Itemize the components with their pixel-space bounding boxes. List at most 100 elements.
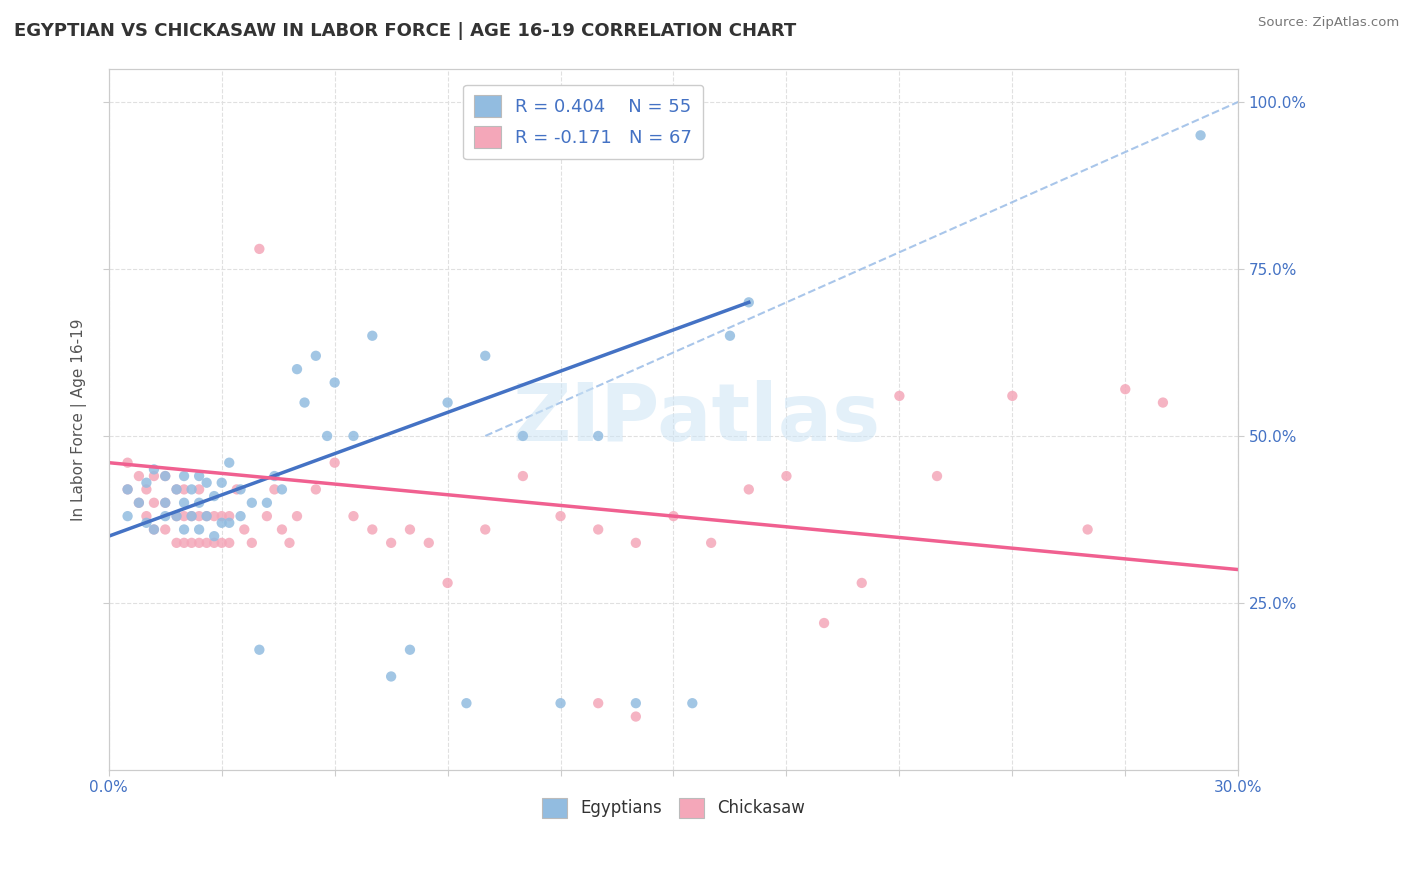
Point	[456, 696, 478, 710]
Point	[681, 696, 703, 710]
Point	[323, 456, 346, 470]
Point	[662, 509, 685, 524]
Point	[188, 496, 211, 510]
Point	[195, 509, 218, 524]
Text: EGYPTIAN VS CHICKASAW IN LABOR FORCE | AGE 16-19 CORRELATION CHART: EGYPTIAN VS CHICKASAW IN LABOR FORCE | A…	[14, 22, 796, 40]
Point	[718, 328, 741, 343]
Point	[173, 469, 195, 483]
Point	[166, 536, 188, 550]
Point	[271, 523, 294, 537]
Point	[218, 509, 240, 524]
Point	[180, 509, 202, 524]
Point	[1001, 389, 1024, 403]
Point	[418, 536, 440, 550]
Point	[188, 523, 211, 537]
Point	[247, 242, 270, 256]
Point	[323, 376, 346, 390]
Point	[180, 536, 202, 550]
Point	[202, 529, 225, 543]
Point	[624, 536, 647, 550]
Point	[202, 509, 225, 524]
Point	[285, 509, 308, 524]
Point	[586, 696, 609, 710]
Point	[155, 496, 177, 510]
Point	[233, 523, 256, 537]
Point	[436, 395, 458, 409]
Point	[586, 523, 609, 537]
Point	[211, 475, 233, 490]
Point	[135, 509, 157, 524]
Point	[256, 496, 278, 510]
Point	[195, 475, 218, 490]
Point	[155, 496, 177, 510]
Point	[117, 509, 139, 524]
Point	[117, 456, 139, 470]
Point	[173, 509, 195, 524]
Point	[285, 362, 308, 376]
Point	[342, 509, 364, 524]
Point	[188, 483, 211, 497]
Point	[180, 509, 202, 524]
Point	[166, 509, 188, 524]
Point	[342, 429, 364, 443]
Point	[218, 456, 240, 470]
Point	[117, 483, 139, 497]
Point	[700, 536, 723, 550]
Point	[361, 523, 384, 537]
Point	[180, 483, 202, 497]
Point	[128, 469, 150, 483]
Point	[550, 696, 572, 710]
Point	[229, 509, 252, 524]
Point	[225, 483, 247, 497]
Point	[188, 536, 211, 550]
Point	[135, 516, 157, 530]
Point	[142, 523, 165, 537]
Point	[436, 576, 458, 591]
Point	[925, 469, 948, 483]
Point	[166, 483, 188, 497]
Point	[738, 295, 761, 310]
Point	[211, 536, 233, 550]
Point	[218, 516, 240, 530]
Point	[173, 496, 195, 510]
Point	[135, 475, 157, 490]
Point	[512, 429, 534, 443]
Point	[128, 496, 150, 510]
Point	[813, 615, 835, 630]
Point	[240, 496, 263, 510]
Point	[155, 523, 177, 537]
Point	[294, 395, 316, 409]
Point	[380, 536, 402, 550]
Point	[624, 696, 647, 710]
Point	[247, 642, 270, 657]
Point	[211, 516, 233, 530]
Point	[195, 536, 218, 550]
Point	[155, 469, 177, 483]
Point	[624, 709, 647, 723]
Point	[188, 469, 211, 483]
Point	[211, 509, 233, 524]
Point	[263, 483, 285, 497]
Point	[240, 536, 263, 550]
Point	[305, 349, 328, 363]
Point	[263, 469, 285, 483]
Point	[775, 469, 797, 483]
Point	[271, 483, 294, 497]
Point	[135, 483, 157, 497]
Point	[142, 469, 165, 483]
Point	[305, 483, 328, 497]
Point	[889, 389, 911, 403]
Point	[142, 523, 165, 537]
Text: Source: ZipAtlas.com: Source: ZipAtlas.com	[1258, 16, 1399, 29]
Point	[399, 523, 422, 537]
Point	[166, 483, 188, 497]
Point	[316, 429, 339, 443]
Point	[142, 496, 165, 510]
Point	[173, 523, 195, 537]
Point	[512, 469, 534, 483]
Point	[851, 576, 873, 591]
Point	[256, 509, 278, 524]
Point	[1152, 395, 1174, 409]
Point	[586, 429, 609, 443]
Point	[188, 509, 211, 524]
